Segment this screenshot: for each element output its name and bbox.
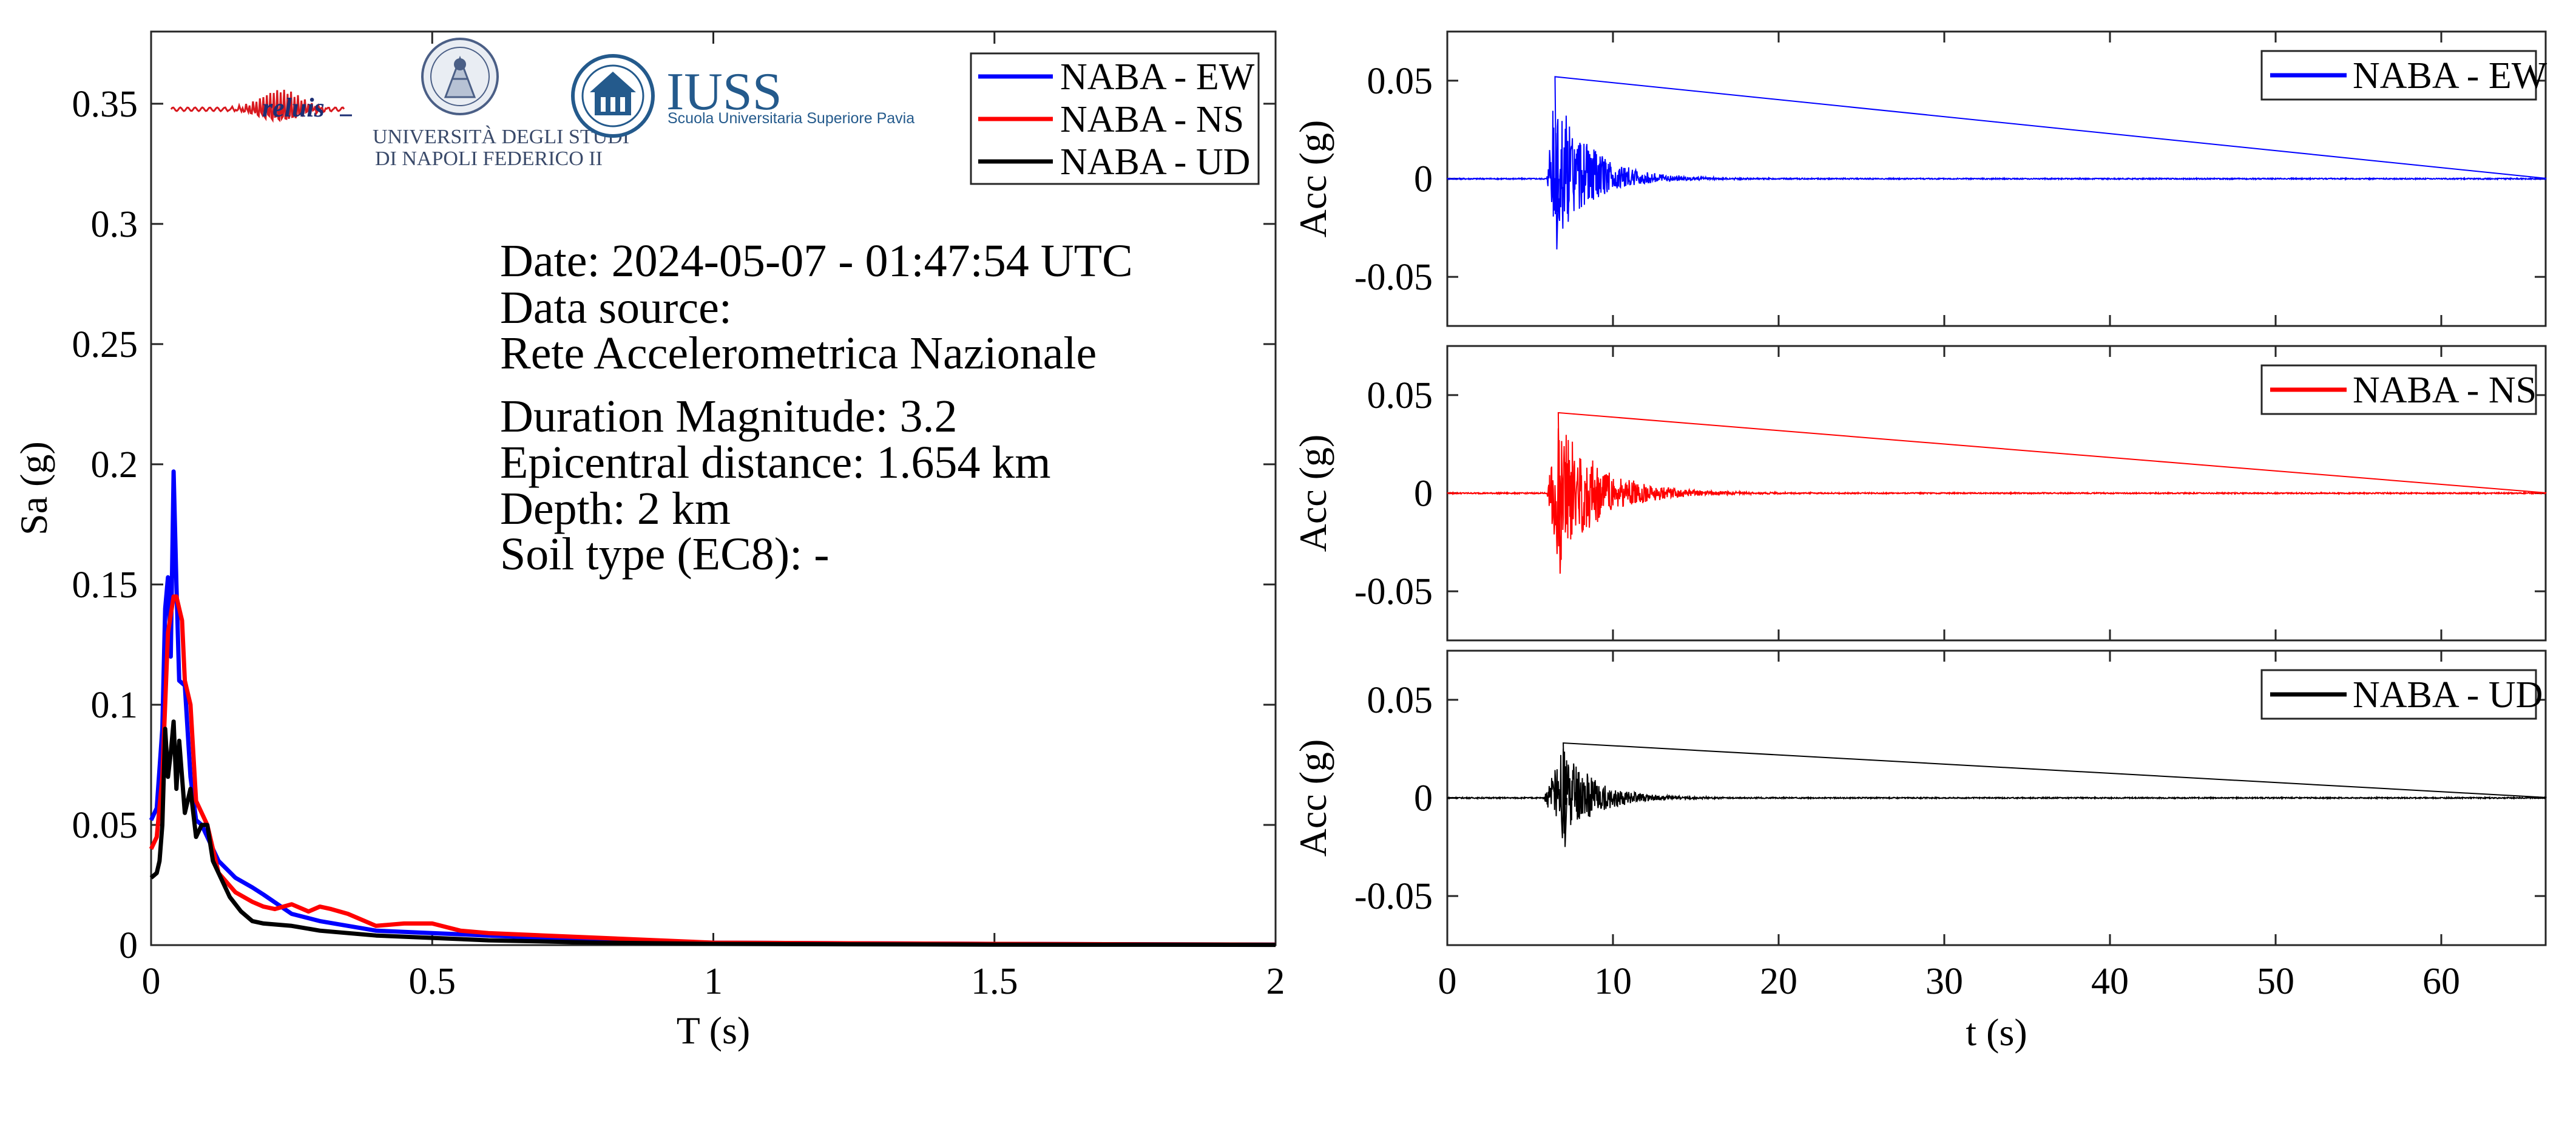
legend-label-naba-ns: NABA - NS — [2353, 370, 2537, 411]
x-tick-label: 40 — [2091, 961, 2129, 1002]
x-tick-label: 0.5 — [409, 961, 456, 1002]
y-axis-label: Sa (g) — [12, 441, 55, 535]
y-tick-label: 0 — [1414, 473, 1433, 515]
x-tick-label: 0 — [142, 961, 161, 1002]
iuss-logo-title: IUSS — [666, 63, 782, 121]
x-tick-label: 30 — [1925, 961, 1963, 1002]
depth: Depth: 2 km — [500, 483, 731, 534]
time-history-ns-chart: -0.05 0 0.05 Acc (g) NABA - NS — [1291, 345, 2547, 642]
soil-type: Soil type (EC8): - — [500, 529, 830, 580]
x-tick-label: 0 — [1438, 961, 1457, 1002]
y-tick-label: 0.3 — [91, 204, 138, 245]
y-axis-label: Acc (g) — [1291, 435, 1334, 552]
data-source: Rete Accelerometrica Nazionale — [500, 328, 1097, 379]
x-axis-label: T (s) — [677, 1009, 750, 1052]
y-axis-label: Acc (g) — [1291, 120, 1334, 238]
unina-logo: UNIVERSITÀ DEGLI STUDI DI NAPOLI FEDERIC… — [373, 38, 629, 170]
y-tick-label: 0.05 — [72, 805, 138, 846]
x-axis-label: t (s) — [1966, 1011, 2027, 1054]
reluis-wave-icon — [170, 89, 345, 123]
response-spectrum-chart: 0 0.5 1 1.5 2 0 0.05 0.1 0.15 0.2 0.25 0.3 0.35 T (s)… — [12, 30, 1285, 1052]
y-tick-label: 0.1 — [91, 685, 138, 726]
y-tick-label: -0.05 — [1354, 571, 1433, 612]
y-tick-label: -0.05 — [1354, 257, 1433, 298]
y-tick-label: 0 — [1414, 159, 1433, 200]
y-tick-label: 0.15 — [72, 565, 138, 606]
legend-label-naba-ns: NABA - NS — [1060, 99, 1244, 140]
y-tick-label: 0 — [119, 925, 138, 966]
unina-line2: DI NAPOLI FEDERICO II — [375, 148, 603, 170]
data-source-label: Data source: — [500, 282, 732, 333]
x-tick-label: 10 — [1594, 961, 1632, 1002]
x-tick-label: 1 — [704, 961, 723, 1002]
series-line-naba-ud — [1447, 742, 2547, 847]
series-line-naba-ns — [149, 594, 1276, 947]
legend-label-naba-ud: NABA - UD — [2353, 674, 2543, 716]
x-tick-label: 50 — [2257, 961, 2294, 1002]
y-tick-label: 0.05 — [1367, 61, 1433, 102]
iuss-logo-subtitle: Scuola Universitaria Superiore Pavia — [668, 110, 914, 127]
x-tick-label: 20 — [1760, 961, 1797, 1002]
y-tick-label: 0.05 — [1367, 375, 1433, 416]
duration-magnitude: Duration Magnitude: 3.2 — [500, 391, 958, 442]
iuss-logo: IUSS Scuola Universitaria Superiore Pavi… — [571, 54, 914, 138]
epicentral-distance: Epicentral distance: 1.654 km — [500, 437, 1051, 488]
x-tick-label: 1.5 — [971, 961, 1018, 1002]
reluis-logo: reluis — [170, 89, 352, 123]
legend-label-naba-ew: NABA - EW — [1060, 56, 1255, 98]
y-tick-label: 0.25 — [72, 324, 138, 365]
y-tick-label: -0.05 — [1354, 876, 1433, 917]
event-date: Date: 2024-05-07 - 01:47:54 UTC — [500, 236, 1133, 287]
y-tick-label: 0.2 — [91, 444, 138, 486]
y-tick-label: 0.05 — [1367, 680, 1433, 721]
x-tick-label: 2 — [1266, 961, 1285, 1002]
y-tick-label: 0 — [1414, 778, 1433, 819]
time-history-ud-chart: 0 10 20 30 40 50 60 -0.05 0 0.05 Acc (g) t (s) NABA … — [1291, 649, 2547, 1054]
x-tick-label: 60 — [2422, 961, 2460, 1002]
legend-label-naba-ud: NABA - UD — [1060, 141, 1250, 183]
unina-line1: UNIVERSITÀ DEGLI STUDI — [373, 126, 629, 148]
legend-label-naba-ew: NABA - EW — [2353, 55, 2547, 97]
time-history-ew-chart: -0.05 0 0.05 Acc (g) NABA - EW — [1291, 30, 2547, 327]
y-axis-label: Acc (g) — [1291, 739, 1334, 857]
series-line-naba-ew — [1447, 76, 2547, 249]
y-tick-label: 0.35 — [72, 84, 138, 125]
series-line-naba-ud — [149, 719, 1276, 948]
event-info: Date: 2024-05-07 - 01:47:54 UTC Data sou… — [500, 236, 1133, 580]
series-line-naba-ns — [1447, 412, 2547, 574]
reluis-logo-text: reluis — [262, 93, 325, 123]
